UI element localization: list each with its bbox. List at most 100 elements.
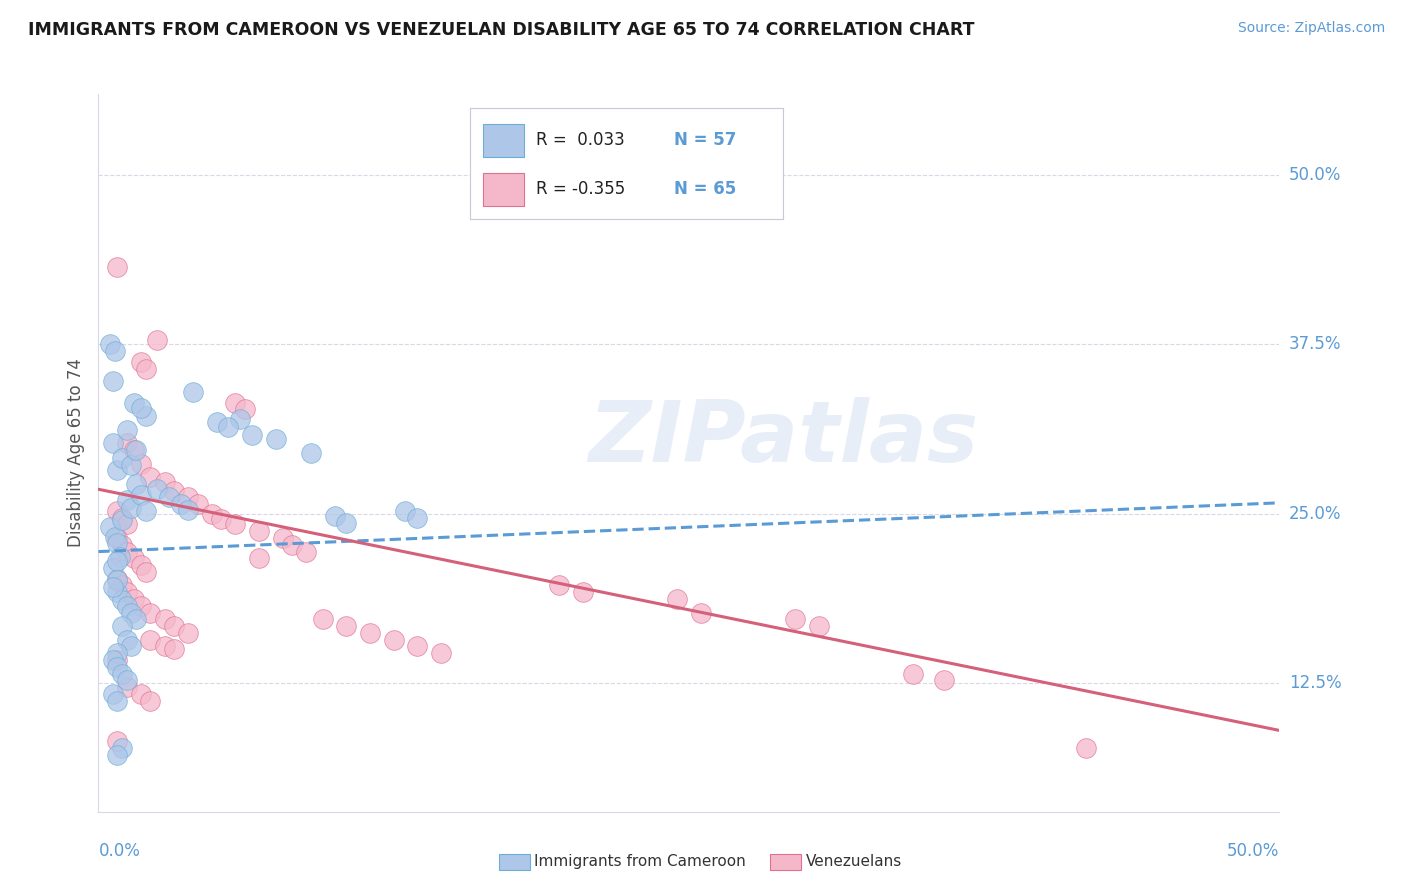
Point	[129, 599, 152, 613]
Point	[129, 457, 152, 471]
Point	[104, 530, 127, 544]
Point	[153, 475, 176, 490]
Point	[548, 578, 571, 592]
Point	[98, 520, 121, 534]
Point	[105, 653, 128, 667]
Point	[125, 442, 148, 457]
Point	[111, 578, 134, 592]
Point	[205, 415, 228, 429]
Point	[177, 626, 200, 640]
Point	[430, 646, 453, 660]
Point	[170, 497, 193, 511]
Point	[247, 551, 270, 566]
Point	[240, 428, 263, 442]
Point	[139, 693, 162, 707]
Point	[571, 585, 593, 599]
Point	[101, 561, 124, 575]
Point	[233, 402, 256, 417]
Point	[121, 501, 143, 516]
Text: 50.0%: 50.0%	[1227, 842, 1279, 860]
Point	[135, 565, 157, 579]
Point	[105, 646, 128, 660]
Point	[115, 436, 138, 450]
Point	[181, 384, 204, 399]
Point	[177, 502, 200, 516]
Point	[111, 510, 134, 524]
Text: Venezuelans: Venezuelans	[806, 855, 901, 869]
Point	[129, 488, 152, 502]
Point	[122, 442, 145, 457]
Point	[153, 612, 176, 626]
Point	[105, 734, 128, 748]
Point	[163, 483, 186, 498]
Point	[229, 412, 252, 426]
Point	[312, 612, 335, 626]
Point	[105, 260, 128, 274]
Point	[135, 409, 157, 423]
Point	[111, 741, 134, 756]
Point	[264, 432, 287, 446]
Point	[125, 476, 148, 491]
Point	[111, 538, 134, 552]
Point	[129, 558, 152, 573]
Point	[101, 687, 124, 701]
Point	[153, 640, 176, 654]
Point	[139, 606, 162, 620]
Point	[105, 693, 128, 707]
Point	[115, 673, 138, 688]
Point	[394, 504, 416, 518]
Point	[125, 612, 148, 626]
Point	[135, 504, 157, 518]
Point	[224, 517, 246, 532]
Point	[359, 626, 381, 640]
Point	[177, 491, 200, 505]
Point	[129, 401, 152, 415]
Point	[98, 337, 121, 351]
Point	[382, 632, 405, 647]
Point	[111, 451, 134, 466]
Point	[932, 673, 955, 688]
Point	[201, 507, 224, 521]
Point	[139, 632, 162, 647]
Point	[146, 333, 169, 347]
Point	[122, 551, 145, 566]
Point	[903, 666, 925, 681]
Point	[129, 687, 152, 701]
Point	[115, 680, 138, 694]
Point	[121, 640, 143, 654]
Point	[101, 653, 124, 667]
Point	[209, 512, 232, 526]
Point	[122, 395, 145, 409]
Text: 37.5%: 37.5%	[1289, 335, 1341, 353]
Y-axis label: Disability Age 65 to 74: Disability Age 65 to 74	[66, 359, 84, 547]
Text: 25.0%: 25.0%	[1289, 505, 1341, 523]
Point	[335, 619, 357, 633]
Text: 0.0%: 0.0%	[98, 842, 141, 860]
Point	[146, 483, 169, 497]
Point	[115, 632, 138, 647]
Point	[247, 524, 270, 539]
Point	[104, 344, 127, 359]
Point	[115, 517, 138, 532]
Text: IMMIGRANTS FROM CAMEROON VS VENEZUELAN DISABILITY AGE 65 TO 74 CORRELATION CHART: IMMIGRANTS FROM CAMEROON VS VENEZUELAN D…	[28, 21, 974, 38]
Point	[122, 592, 145, 607]
Point	[105, 536, 128, 550]
Text: Immigrants from Cameroon: Immigrants from Cameroon	[534, 855, 747, 869]
Point	[105, 572, 128, 586]
Point	[163, 642, 186, 657]
Point	[271, 531, 294, 545]
Point	[224, 395, 246, 409]
Point	[129, 355, 152, 369]
Point	[139, 470, 162, 484]
Point	[115, 423, 138, 437]
Point	[217, 420, 239, 434]
Point	[115, 544, 138, 558]
Point	[187, 497, 209, 511]
Point	[121, 458, 143, 472]
Point	[105, 573, 128, 587]
Point	[785, 612, 807, 626]
Point	[105, 585, 128, 599]
Point	[115, 585, 138, 599]
Text: 12.5%: 12.5%	[1289, 674, 1341, 692]
Point	[1074, 741, 1097, 756]
